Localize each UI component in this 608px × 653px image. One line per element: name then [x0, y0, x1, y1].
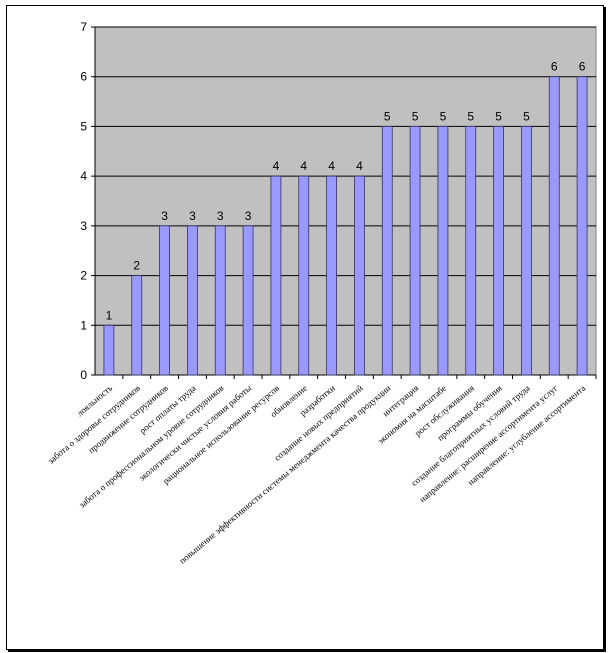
bar [298, 175, 310, 376]
data-label: 6 [579, 60, 586, 74]
bar [326, 175, 337, 376]
bar [103, 324, 115, 376]
bar [437, 126, 449, 376]
bar [354, 175, 365, 376]
data-label: 2 [133, 259, 140, 273]
y-tick-label: 1 [80, 318, 87, 332]
data-label: 4 [300, 159, 307, 173]
data-label: 1 [106, 308, 113, 322]
data-label: 5 [523, 109, 530, 123]
bar [493, 126, 504, 376]
data-label: 5 [495, 109, 502, 123]
bar [131, 275, 143, 376]
bar [159, 225, 170, 376]
y-tick-label: 4 [80, 169, 87, 183]
bar [381, 126, 393, 376]
bar [187, 225, 198, 376]
bar [242, 225, 254, 376]
y-tick-label: 6 [80, 70, 87, 84]
bar [409, 126, 421, 376]
data-label: 3 [189, 209, 196, 223]
bar [465, 126, 477, 376]
y-tick-label: 7 [80, 20, 87, 34]
bar [548, 76, 560, 376]
y-tick-label: 5 [80, 119, 87, 133]
bar [576, 76, 588, 376]
y-tick-label: 2 [80, 269, 87, 283]
data-label: 3 [161, 209, 168, 223]
data-label: 3 [217, 209, 224, 223]
bar [214, 225, 226, 376]
data-label: 5 [384, 109, 391, 123]
data-label: 5 [412, 109, 419, 123]
data-label: 3 [245, 209, 252, 223]
data-label: 4 [356, 159, 363, 173]
data-label: 4 [328, 159, 335, 173]
plot-area [94, 26, 597, 376]
bar [521, 126, 532, 376]
bar [270, 175, 282, 376]
data-label: 4 [273, 159, 280, 173]
data-label: 6 [551, 60, 558, 74]
data-label: 5 [440, 109, 447, 123]
y-tick-label: 3 [80, 219, 87, 233]
data-label: 5 [467, 109, 474, 123]
y-tick-label: 0 [80, 368, 87, 382]
